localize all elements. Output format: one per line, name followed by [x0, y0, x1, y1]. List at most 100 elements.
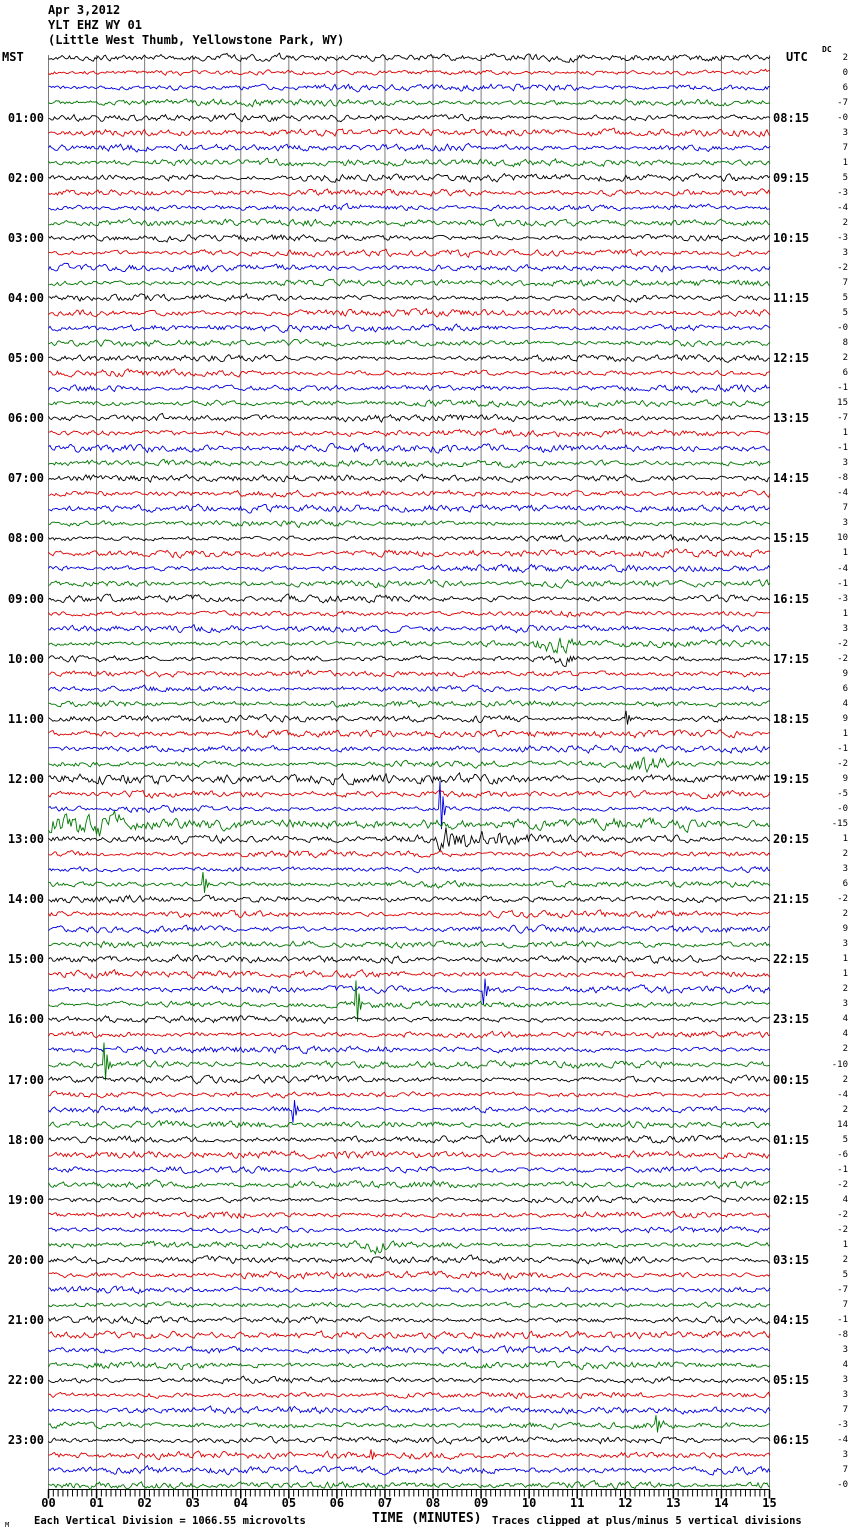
left-hour-label: 10:00	[7, 651, 44, 666]
dc-value: -3	[837, 187, 848, 198]
trace-row-2	[48, 68, 771, 77]
trace-row-67	[48, 1044, 770, 1055]
left-timezone-label: MST	[2, 50, 24, 64]
x-tick-label: 08	[425, 1496, 441, 1510]
x-tick-label: 00	[41, 1496, 56, 1510]
right-hour-label: 00:15	[773, 1072, 810, 1087]
trace-row-89	[48, 1375, 771, 1385]
right-hour-label: 10:15	[773, 230, 810, 245]
dc-value: -4	[837, 1089, 848, 1100]
trace-row-40	[48, 637, 771, 655]
dc-value: -5	[837, 788, 848, 799]
trace-row-10	[48, 188, 771, 198]
dc-value: 3	[842, 1390, 848, 1401]
trace-row-87	[48, 1344, 771, 1355]
dc-value: 14	[837, 1119, 848, 1130]
dc-value: -3	[837, 1420, 848, 1431]
dc-value: 5	[842, 1134, 848, 1145]
footer-left-note: Each Vertical Division = 1066.55 microvo…	[34, 1515, 306, 1527]
dc-value: 7	[842, 1405, 848, 1416]
dc-value: -2	[837, 1224, 848, 1235]
trace-row-59	[48, 924, 771, 934]
left-hour-label: 16:00	[7, 1012, 44, 1027]
left-hour-label: 11:00	[7, 711, 44, 726]
left-hour-label: 17:00	[7, 1072, 44, 1087]
dc-value: 1	[842, 548, 848, 559]
right-hour-label: 01:15	[773, 1132, 810, 1147]
trace-row-23	[48, 383, 771, 394]
left-hour-label: 04:00	[7, 290, 44, 305]
right-hour-label: 15:15	[773, 531, 810, 546]
trace-row-34	[48, 548, 771, 559]
dc-value: -1	[837, 578, 848, 589]
left-hour-label: 09:00	[7, 591, 44, 606]
trace-row-47	[48, 744, 771, 754]
left-hour-label: 13:00	[7, 832, 44, 847]
left-hour-label: 06:00	[7, 411, 44, 426]
dc-value: 4	[842, 698, 848, 709]
dc-value: 2	[842, 984, 848, 995]
trace-row-46	[48, 729, 770, 739]
trace-row-22	[48, 368, 771, 378]
dc-value: 9	[842, 713, 848, 724]
dc-value: 8	[842, 338, 848, 349]
trace-row-14	[48, 248, 771, 259]
trace-row-25	[48, 412, 771, 424]
right-hour-label: 06:15	[773, 1433, 810, 1448]
left-hour-label: 01:00	[7, 110, 44, 125]
x-tick-label: 11	[569, 1496, 585, 1510]
dc-value: 6	[842, 683, 848, 694]
trace-row-95	[48, 1464, 771, 1476]
dc-value: 1	[842, 728, 848, 739]
trace-row-82	[48, 1270, 771, 1281]
dc-value: 2	[842, 217, 848, 228]
dc-value: 7	[842, 142, 848, 153]
trace-row-48	[48, 756, 771, 774]
left-hour-label: 15:00	[7, 952, 44, 967]
right-hour-label: 22:15	[773, 952, 810, 967]
dc-value: 3	[842, 1345, 848, 1356]
left-hour-label: 20:00	[7, 1252, 44, 1267]
right-hour-label: 13:15	[773, 411, 810, 426]
trace-row-18	[48, 307, 771, 318]
trace-row-28	[48, 458, 771, 469]
trace-row-83	[48, 1285, 771, 1295]
trace-row-5	[48, 112, 771, 123]
trace-row-39	[48, 623, 771, 634]
trace-row-31	[48, 503, 771, 514]
right-hour-label: 04:15	[773, 1313, 810, 1328]
trace-row-42	[48, 669, 771, 678]
dc-value: 3	[842, 1450, 848, 1461]
left-hour-label: 12:00	[7, 771, 44, 786]
trace-row-71	[48, 1100, 771, 1123]
trace-row-96	[48, 1480, 771, 1491]
x-tick-label: 14	[714, 1496, 729, 1510]
x-tick-label: 06	[329, 1496, 345, 1510]
trace-row-33	[48, 534, 771, 543]
left-hour-label: 14:00	[7, 892, 44, 907]
dc-value: -0	[837, 112, 848, 123]
right-hour-label: 23:15	[773, 1012, 810, 1027]
trace-row-4	[48, 98, 771, 108]
trace-row-74	[48, 1150, 771, 1160]
left-hour-label: 03:00	[7, 230, 44, 245]
right-hour-label: 21:15	[773, 892, 810, 907]
trace-row-65	[48, 1014, 771, 1025]
trace-row-19	[48, 323, 771, 333]
trace-row-3	[48, 83, 770, 93]
dc-value: 6	[842, 82, 848, 93]
dc-value: 4	[842, 1194, 848, 1205]
left-hour-label: 18:00	[7, 1132, 44, 1147]
dc-value: 7	[842, 503, 848, 514]
dc-value: 1	[842, 834, 848, 845]
trace-row-41	[48, 654, 771, 667]
dc-value: -1	[837, 383, 848, 394]
dc-value: -7	[837, 1284, 848, 1295]
trace-row-21	[48, 354, 771, 364]
left-hour-label: 19:00	[7, 1192, 44, 1207]
dc-value: 2	[842, 1044, 848, 1055]
trace-row-49	[48, 771, 771, 786]
dc-value: 5	[842, 172, 848, 183]
dc-value: 9	[842, 773, 848, 784]
dc-column-label: DC	[822, 45, 832, 54]
